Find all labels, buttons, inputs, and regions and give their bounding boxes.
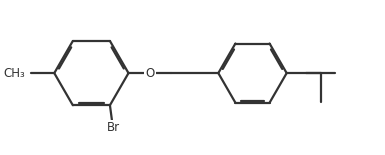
Text: O: O: [146, 67, 155, 80]
Text: CH₃: CH₃: [3, 67, 25, 80]
Text: Br: Br: [107, 121, 121, 134]
